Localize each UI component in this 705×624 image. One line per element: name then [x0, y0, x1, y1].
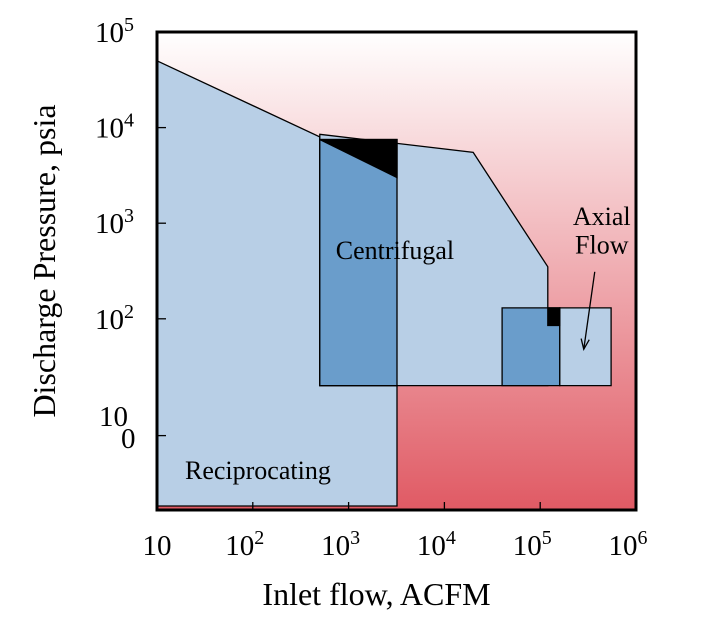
- y-tick-label: 102: [95, 301, 134, 336]
- y-axis-label: Discharge Pressure, psia: [26, 104, 62, 417]
- x-axis-label: Inlet flow, ACFM: [262, 576, 490, 612]
- label-axial-line1: Axial: [573, 202, 631, 231]
- label-axial-line2: Flow: [575, 231, 629, 260]
- x-tick-label: 102: [225, 527, 264, 562]
- label-centrifugal: Centrifugal: [336, 236, 454, 265]
- axial-arrow-head: [580, 338, 590, 352]
- x-tick-label: 105: [513, 527, 552, 562]
- y-tick-label: 105: [95, 14, 134, 49]
- x-tick-label: 104: [417, 527, 456, 562]
- label-reciprocating: Reciprocating: [185, 456, 331, 485]
- y-tick-label: 10: [99, 401, 128, 433]
- region-triple-overlap-small: [547, 307, 561, 327]
- region-triple-overlap-high: [319, 138, 398, 179]
- axial-arrow-line: [583, 271, 596, 350]
- y-tick-label-exponent: 0: [121, 423, 136, 455]
- x-tick-label: 10: [143, 530, 172, 562]
- y-tick-label: 104: [95, 110, 134, 145]
- x-tick-label: 106: [609, 527, 648, 562]
- plot-frame: [155, 30, 638, 512]
- y-tick-label: 103: [95, 205, 134, 240]
- x-tick-label: 103: [321, 527, 360, 562]
- ticks-layer: [157, 126, 541, 510]
